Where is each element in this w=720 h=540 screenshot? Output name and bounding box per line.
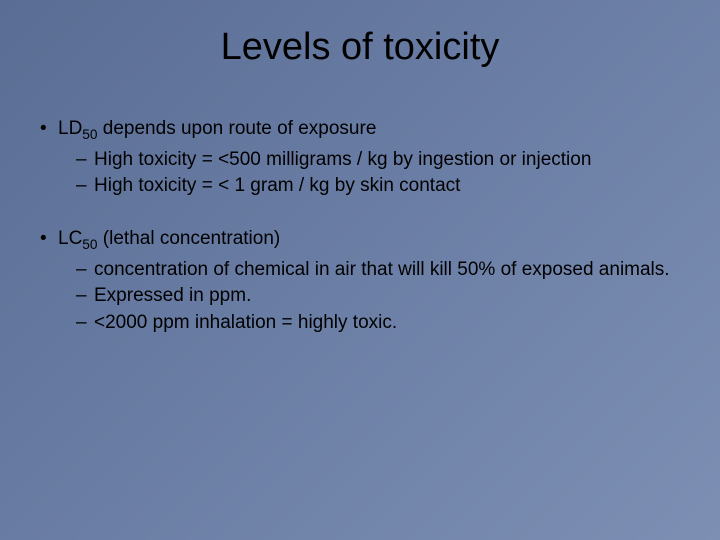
slide-title: Levels of toxicity — [30, 26, 690, 69]
slide: Levels of toxicity LD50 depends upon rou… — [0, 0, 720, 540]
bullet-lc50-sub1: concentration of chemical in air that wi… — [36, 258, 690, 283]
group-gap — [36, 201, 690, 227]
bullet-ld50-sub1: High toxicity = <500 milligrams / kg by … — [36, 148, 690, 173]
lc50-pre: LC — [58, 228, 82, 249]
slide-body: LD50 depends upon route of exposure High… — [30, 117, 690, 336]
bullet-lc50-sub3: <2000 ppm inhalation = highly toxic. — [36, 311, 690, 336]
ld50-sub: 50 — [82, 127, 97, 142]
bullet-ld50: LD50 depends upon route of exposure — [36, 117, 690, 144]
lc50-sub: 50 — [82, 237, 97, 252]
bullet-ld50-sub2: High toxicity = < 1 gram / kg by skin co… — [36, 174, 690, 199]
lc50-post: (lethal concentration) — [98, 228, 281, 249]
bullet-lc50: LC50 (lethal concentration) — [36, 227, 690, 254]
ld50-post: depends upon route of exposure — [98, 118, 377, 139]
ld50-pre: LD — [58, 118, 82, 139]
bullet-lc50-sub2: Expressed in ppm. — [36, 284, 690, 309]
